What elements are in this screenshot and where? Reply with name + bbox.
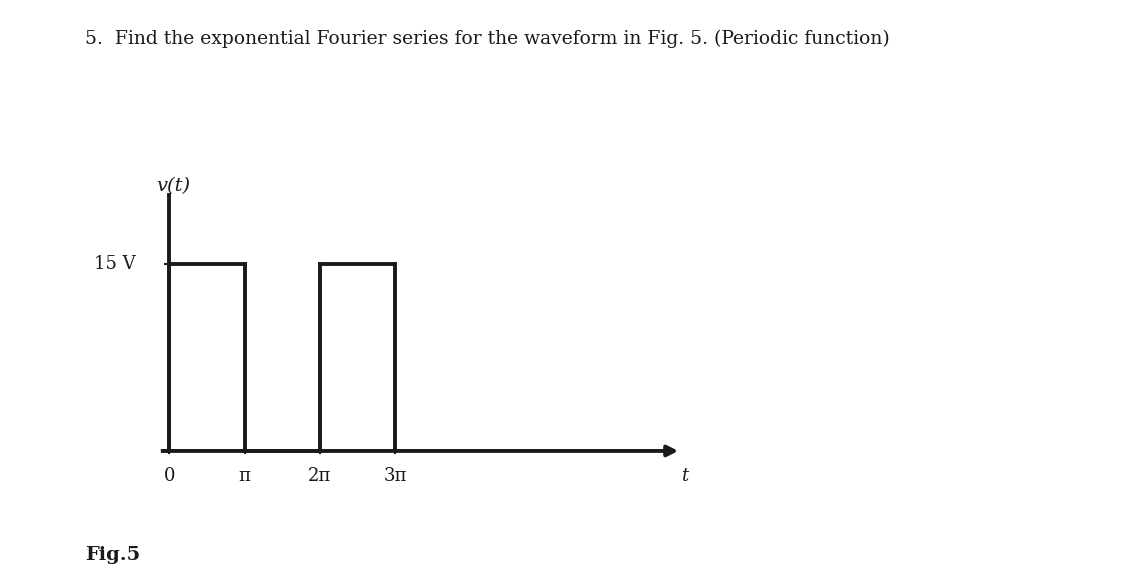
Text: t: t <box>681 467 689 485</box>
Text: 3π: 3π <box>384 467 406 485</box>
Text: π: π <box>238 467 251 485</box>
Text: 15 V: 15 V <box>94 255 135 273</box>
Text: Fig.5: Fig.5 <box>85 546 140 564</box>
Text: 0: 0 <box>164 467 175 485</box>
Text: 2π: 2π <box>308 467 332 485</box>
Text: v(t): v(t) <box>156 177 190 195</box>
Text: 5.  Find the exponential Fourier series for the waveform in Fig. 5. (Periodic fu: 5. Find the exponential Fourier series f… <box>85 29 890 48</box>
